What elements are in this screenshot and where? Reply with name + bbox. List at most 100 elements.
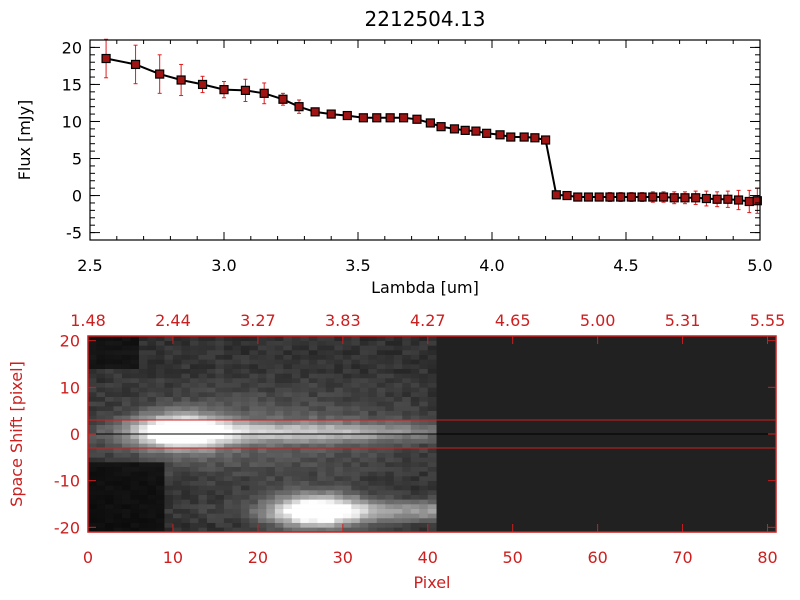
- image-pixel: [88, 499, 97, 505]
- image-pixel: [359, 522, 369, 528]
- image-pixel: [164, 522, 174, 528]
- image-pixel: [155, 401, 165, 407]
- image-pixel: [130, 368, 140, 374]
- image-pixel: [402, 438, 412, 444]
- image-pixel: [300, 448, 310, 453]
- image-pixel: [121, 420, 131, 425]
- image-pixel: [206, 499, 216, 505]
- image-pixel: [172, 508, 182, 514]
- image-pixel: [249, 462, 259, 467]
- image-pixel: [215, 424, 225, 430]
- image-pixel: [283, 522, 293, 528]
- image-pixel: [359, 410, 369, 416]
- image-pixel: [317, 485, 327, 491]
- image-pixel: [257, 443, 267, 449]
- image-pixel: [368, 508, 378, 514]
- image-pixel: [147, 378, 157, 383]
- image-pixel: [342, 392, 352, 397]
- image-pixel: [308, 508, 318, 514]
- image-pixel: [181, 522, 191, 528]
- image-pixel: [155, 434, 165, 439]
- image-pixel: [189, 424, 199, 430]
- flux-data-point: [573, 192, 583, 202]
- image-pixel: [359, 368, 369, 374]
- image-pixel: [172, 522, 182, 528]
- image-pixel: [317, 462, 327, 467]
- image-pixel: [410, 350, 420, 355]
- image-pixel: [189, 345, 199, 351]
- image-pixel: [385, 387, 395, 393]
- image-pixel: [342, 490, 352, 495]
- image-pixel: [317, 387, 327, 393]
- image-pixel: [385, 457, 395, 463]
- image-pixel: [232, 350, 242, 355]
- image-pixel: [283, 410, 293, 416]
- image-pixel: [104, 471, 114, 477]
- image-pixel: [266, 424, 276, 430]
- image-pixel: [113, 499, 123, 505]
- image-pixel: [402, 382, 412, 388]
- image-pixel: [419, 378, 429, 383]
- image-pixel: [308, 466, 318, 472]
- image-pixel: [419, 471, 429, 477]
- image-pixel: [334, 434, 344, 439]
- image-pixel: [368, 429, 378, 435]
- image-pixel: [334, 387, 344, 393]
- image-pixel: [317, 504, 327, 509]
- image-pixel: [257, 345, 267, 351]
- image-pixel: [334, 406, 344, 411]
- image-pixel: [215, 382, 225, 388]
- image-pixel: [189, 340, 199, 346]
- image-pixel: [172, 392, 182, 397]
- image-pixel: [249, 354, 259, 360]
- image-pixel: [283, 368, 293, 374]
- image-pixel: [308, 462, 318, 467]
- image-pixel: [274, 359, 284, 365]
- image-pixel: [342, 508, 352, 514]
- image-pixel: [325, 476, 335, 481]
- image-pixel: [283, 340, 293, 346]
- image-pixel: [334, 494, 344, 500]
- image-pixel: [334, 513, 344, 519]
- image-pixel: [223, 345, 233, 351]
- image-pixel: [266, 471, 276, 477]
- image-pixel: [138, 415, 148, 421]
- image-pixel: [130, 522, 140, 528]
- flux-data-point: [723, 194, 733, 204]
- image-pixel: [147, 485, 157, 491]
- image-pixel: [206, 457, 216, 463]
- image-pixel: [410, 429, 420, 435]
- image-pixel: [164, 368, 174, 374]
- image-pixel: [393, 336, 403, 341]
- image-pixel: [240, 527, 250, 533]
- image-pixel: [121, 401, 131, 407]
- image-pixel: [308, 420, 318, 425]
- image-pixel: [325, 415, 335, 421]
- image-pixel: [300, 364, 310, 369]
- flux-data-point: [471, 126, 481, 136]
- image-pixel: [274, 438, 284, 444]
- image-pixel: [402, 387, 412, 393]
- image-pixel: [130, 452, 140, 458]
- image-pixel: [359, 466, 369, 472]
- image-pixel: [189, 499, 199, 505]
- image-pixel: [368, 382, 378, 388]
- image-pixel: [325, 429, 335, 435]
- image-pixel: [385, 406, 395, 411]
- image-pixel: [96, 518, 106, 523]
- flux-data-point: [669, 193, 679, 203]
- image-pixel: [138, 336, 148, 341]
- image-pixel: [291, 457, 301, 463]
- image-pixel: [155, 508, 165, 514]
- image-pixel: [257, 429, 267, 435]
- image-pixel: [410, 480, 420, 486]
- image-pixel: [215, 504, 225, 509]
- image-pixel: [385, 382, 395, 388]
- image-pixel: [215, 350, 225, 355]
- image-pixel: [198, 373, 208, 379]
- image-pixel: [215, 415, 225, 421]
- spectrum-y-tick-label: 20: [62, 38, 82, 57]
- image-pixel: [181, 518, 191, 523]
